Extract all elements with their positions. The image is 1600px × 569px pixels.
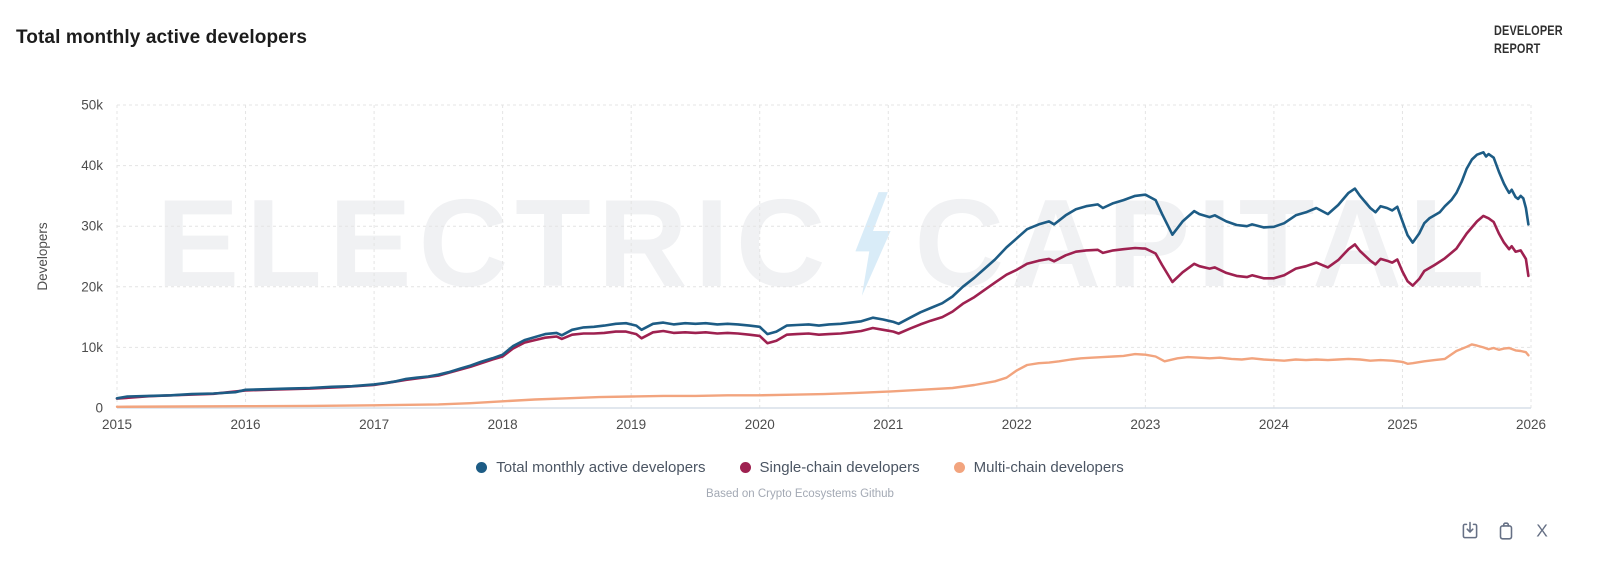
series-line-single-chain-developers [115, 214, 1530, 400]
developer-report-logo-line1: DEVELOPER [1494, 22, 1563, 38]
legend-item-single-chain-developers[interactable]: Single-chain developers [739, 459, 920, 476]
legend-item-total-monthly-active-developers[interactable]: Total monthly active developers [476, 459, 706, 476]
legend-dot-icon [953, 462, 965, 473]
legend-dot-icon [739, 462, 751, 473]
x-axis-tick-label: 2023 [1130, 417, 1160, 432]
source-note: Based on Crypto Ecosystems Github [706, 488, 894, 500]
y-axis-tick-label: 10k [81, 340, 103, 355]
x-axis-tick-label: 2019 [616, 417, 646, 432]
legend-label: Single-chain developers [759, 459, 920, 476]
chart-toolbar: X [1459, 520, 1553, 542]
x-axis-tick-label: 2017 [359, 417, 389, 432]
chart-legend: Total monthly active developers Single-ch… [0, 459, 1600, 476]
x-axis-tick-label: 2024 [1259, 417, 1290, 432]
developer-report-logo: DEVELOPER REPORT [1494, 21, 1563, 57]
y-axis-tick-label: 20k [81, 279, 103, 294]
x-axis-tick-label: 2022 [1002, 417, 1032, 432]
developer-report-logo-line2: REPORT [1494, 40, 1541, 57]
x-axis-tick-label: 2016 [231, 417, 261, 432]
x-logo-icon[interactable]: X [1531, 520, 1553, 542]
svg-text:X: X [1536, 521, 1548, 541]
legend-item-multi-chain-developers[interactable]: Multi-chain developers [953, 459, 1124, 476]
y-axis-tick-label: 30k [81, 219, 103, 234]
legend-label: Total monthly active developers [496, 459, 706, 476]
x-axis-tick-label: 2021 [873, 417, 903, 432]
line-chart-plot: 2015 2016 2017 2018 2019 2020 2021 2022 2023 2024… [35, 98, 1546, 433]
download-icon[interactable] [1459, 520, 1481, 542]
series-line-total-monthly-active-developers [115, 151, 1530, 400]
x-axis-tick-label: 2015 [102, 417, 132, 432]
chart-area: ELECTRIC CAPITAL 2015 2016 2017 2018 2019 202… [35, 98, 1546, 433]
x-axis-tick-label: 2026 [1516, 417, 1546, 432]
x-axis-tick-label: 2025 [1387, 417, 1417, 432]
series-line-multi-chain-developers [115, 343, 1530, 408]
x-axis-tick-label: 2018 [488, 417, 518, 432]
y-axis-tick-label: 40k [81, 158, 103, 173]
legend-label: Multi-chain developers [973, 459, 1124, 476]
x-axis-tick-label: 2020 [745, 417, 775, 432]
page-title: Total monthly active developers [16, 27, 307, 48]
legend-dot-icon [476, 462, 488, 473]
y-axis-tick-label: 0 [95, 401, 103, 416]
y-axis-title: Developers [35, 222, 50, 291]
y-axis-tick-label: 50k [81, 98, 103, 113]
copy-icon[interactable] [1495, 520, 1517, 542]
